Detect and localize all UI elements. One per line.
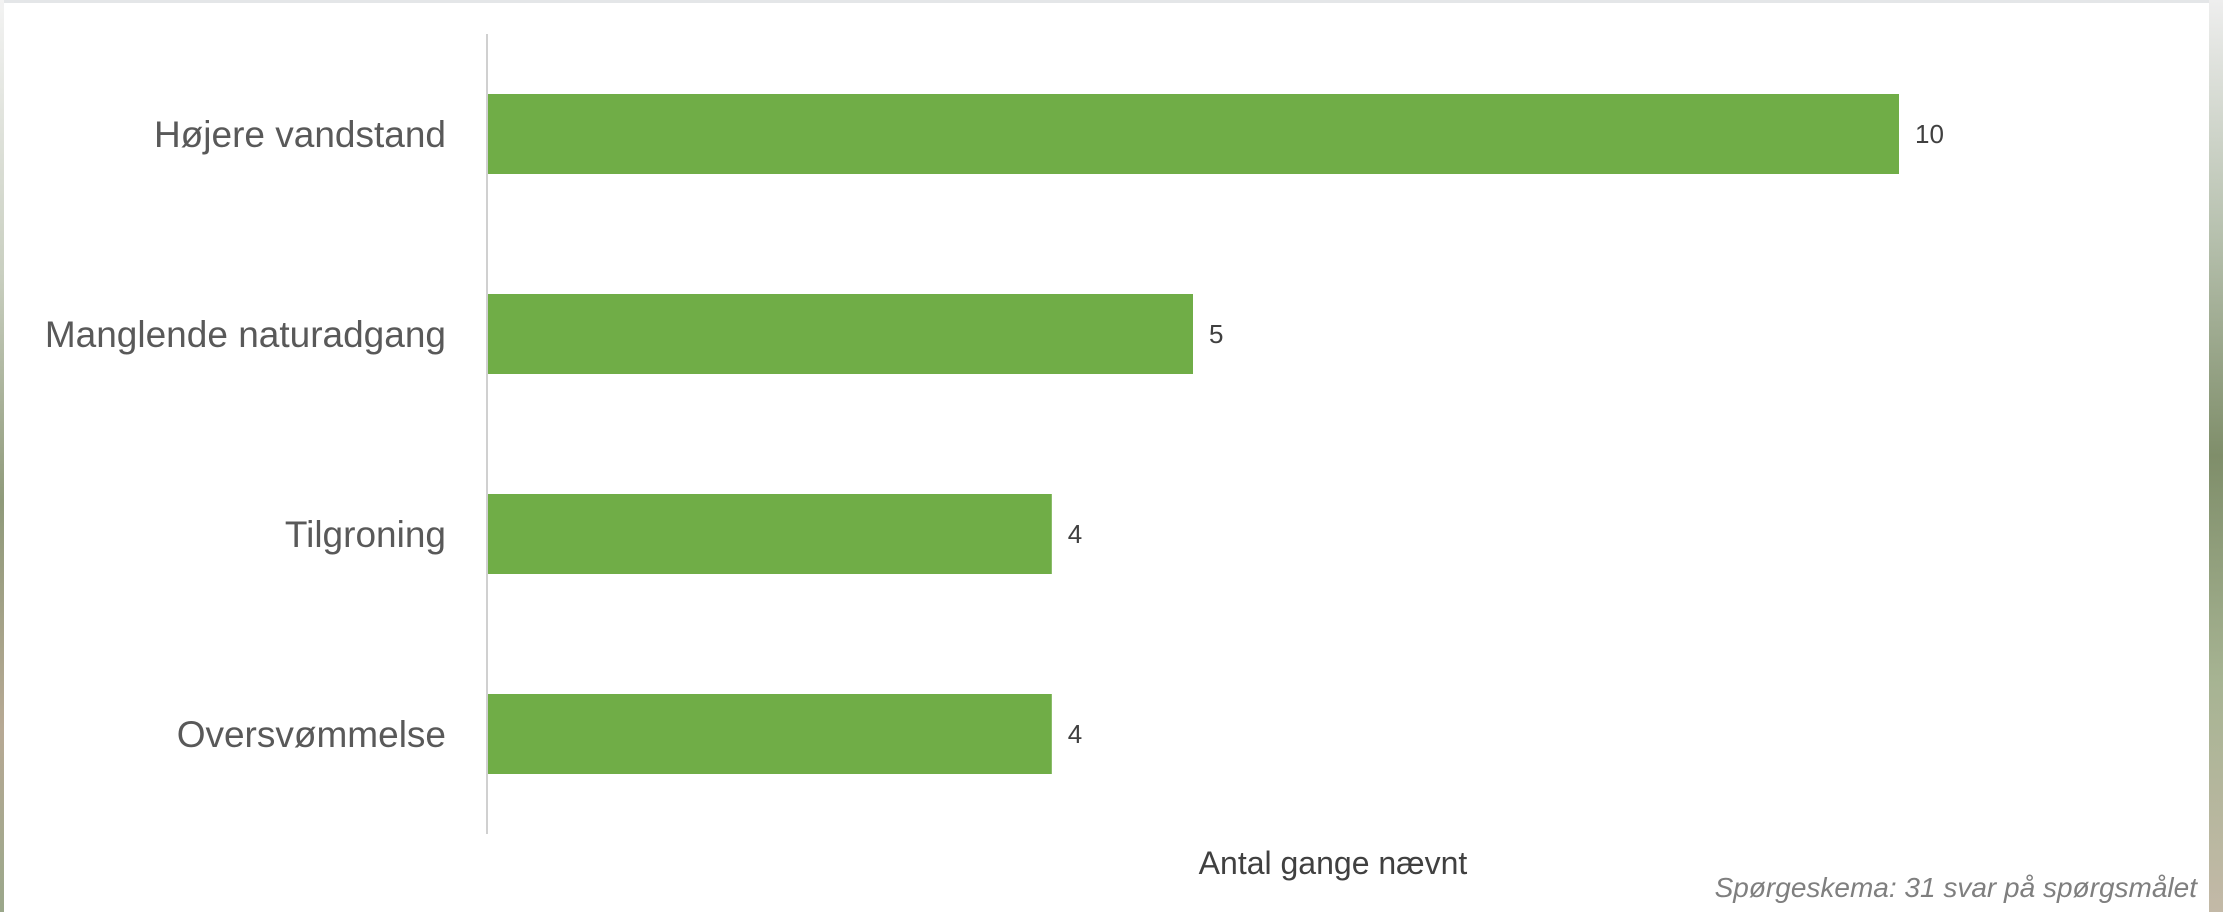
data-label: 4	[1068, 719, 1082, 749]
category-label: Tilgroning	[285, 514, 446, 555]
background-edge-top	[0, 0, 2223, 3]
bar	[487, 694, 1052, 774]
x-axis-title: Antal gange nævnt	[1199, 845, 1468, 881]
source-note: Spørgeskema: 31 svar på spørgsmålet	[1714, 872, 2197, 903]
category-label: Manglende naturadgang	[45, 314, 446, 355]
data-label: 5	[1209, 319, 1223, 349]
background-edge-right	[2209, 0, 2223, 912]
data-label: 10	[1915, 119, 1944, 149]
category-label: Oversvømmelse	[177, 714, 446, 755]
data-labels: 10 5 4 4	[1068, 119, 1944, 749]
bar	[487, 294, 1193, 374]
bars	[487, 94, 1899, 774]
category-labels: Højere vandstand Manglende naturadgang Til…	[45, 114, 446, 755]
category-label: Højere vandstand	[154, 114, 446, 155]
data-label: 4	[1068, 519, 1082, 549]
bar	[487, 494, 1052, 574]
bar	[487, 94, 1899, 174]
background-edge-left	[0, 0, 4, 912]
